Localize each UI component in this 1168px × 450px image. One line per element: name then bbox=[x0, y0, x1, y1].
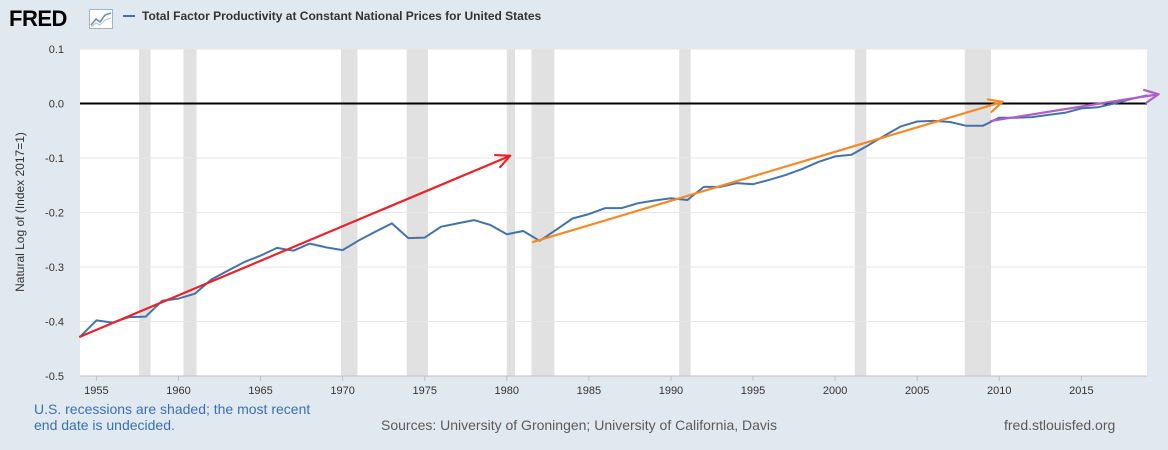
trend-arrow-head bbox=[1145, 93, 1160, 104]
trend-arrow-head bbox=[1143, 88, 1160, 96]
x-tick-label: 2010 bbox=[987, 385, 1011, 397]
y-tick-label: -0.4 bbox=[45, 317, 64, 329]
y-tick-label: -0.1 bbox=[45, 153, 64, 165]
x-tick-label: 1975 bbox=[412, 385, 436, 397]
x-tick-label: 1995 bbox=[741, 385, 765, 397]
x-axis: 1955 1960 1965 1970 1975 1980 1985 1990 1995 2000… bbox=[80, 375, 1147, 397]
x-tick-label: 1980 bbox=[495, 385, 519, 397]
series-line[interactable] bbox=[79, 94, 1148, 338]
trend-arrow-head bbox=[499, 154, 512, 169]
site-link[interactable]: fred.stlouisfed.org bbox=[1004, 417, 1116, 433]
trend-arrow-head bbox=[990, 100, 1004, 114]
sources-note: Sources: University of Groningen; Univer… bbox=[381, 417, 778, 433]
y-tick-label: -0.2 bbox=[45, 208, 64, 220]
trend-arrow-head bbox=[986, 98, 1004, 103]
y-tick-label: -0.5 bbox=[45, 371, 64, 383]
y-tick-label: -0.3 bbox=[45, 262, 64, 274]
y-axis-label: Natural Log of (Index 2017=1) bbox=[13, 132, 27, 292]
chart-header: FRED Total Factor Productivity at Consta… bbox=[0, 0, 1168, 40]
y-tick-label: 0.1 bbox=[49, 44, 64, 56]
x-tick-label: 2015 bbox=[1069, 385, 1093, 397]
x-tick-label: 2005 bbox=[905, 385, 929, 397]
fred-logo[interactable]: FRED bbox=[9, 6, 67, 31]
trend-arrow-shaft bbox=[78, 154, 512, 338]
trend-arrow-head bbox=[494, 153, 512, 157]
x-tick-label: 1965 bbox=[248, 385, 272, 397]
x-tick-label: 1970 bbox=[330, 385, 354, 397]
recession-note: U.S. recessions are shaded; the most rec… bbox=[34, 401, 311, 433]
trend-arrows bbox=[78, 88, 1160, 338]
chart-line-icon bbox=[89, 9, 113, 29]
x-tick-label: 1990 bbox=[659, 385, 683, 397]
legend-label: Total Factor Productivity at Constant Na… bbox=[142, 9, 542, 23]
y-tick-label: 0.0 bbox=[49, 99, 64, 111]
x-tick-label: 1955 bbox=[84, 385, 108, 397]
x-tick-label: 1960 bbox=[166, 385, 190, 397]
trend-arrow-shaft bbox=[531, 100, 1004, 244]
y-axis: 0.1 0.0 -0.1 -0.2 -0.3 -0.4 -0.5 bbox=[45, 44, 64, 383]
legend-swatch bbox=[123, 15, 135, 17]
x-tick-label: 1985 bbox=[577, 385, 601, 397]
x-tick-label: 2000 bbox=[823, 385, 847, 397]
trend-arrow-shaft bbox=[989, 93, 1160, 123]
legend[interactable]: Total Factor Productivity at Constant Na… bbox=[123, 9, 541, 23]
